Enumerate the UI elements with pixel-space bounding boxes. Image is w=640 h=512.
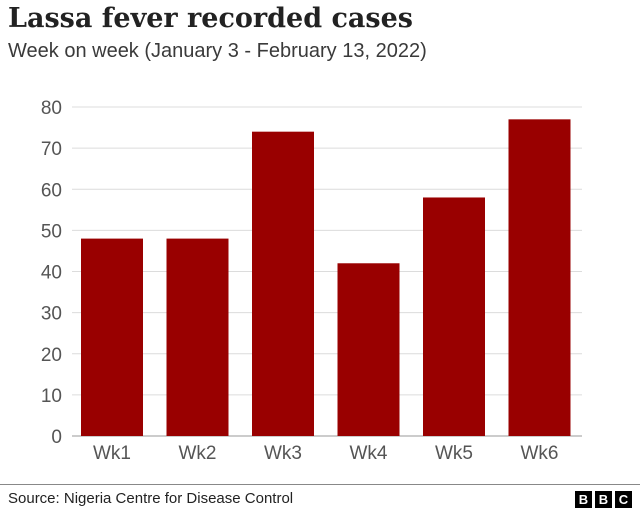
chart-subtitle: Week on week (January 3 - February 13, 2… (8, 40, 427, 62)
chart-title: Lassa fever recorded cases (8, 3, 413, 34)
bbc-logo: B B C (575, 491, 632, 508)
x-tick-label: Wk5 (435, 443, 473, 464)
x-axis-ticks: Wk1 Wk2 Wk3 Wk4 Wk5 Wk6 (93, 443, 559, 464)
x-tick-label: Wk3 (264, 443, 302, 464)
footer-divider (0, 484, 640, 485)
bars (81, 119, 571, 437)
y-tick-label: 30 (41, 304, 62, 325)
y-tick-label: 40 (41, 263, 62, 284)
y-tick-label: 50 (41, 221, 62, 242)
bar-wk4 (337, 263, 400, 436)
gridlines (72, 106, 582, 437)
y-axis-ticks: 0 10 20 30 40 50 60 70 80 (41, 98, 62, 448)
bbc-logo-letter: B (575, 491, 592, 508)
y-tick-label: 20 (41, 345, 62, 366)
y-tick-label: 0 (51, 427, 62, 448)
x-tick-label: Wk1 (93, 443, 131, 464)
bar-wk1 (81, 238, 143, 436)
bbc-logo-letter: C (615, 491, 632, 508)
x-tick-label: Wk2 (179, 443, 217, 464)
y-tick-label: 60 (41, 180, 62, 201)
y-tick-label: 80 (41, 98, 62, 119)
bar-wk2 (166, 238, 229, 436)
bar-wk6 (508, 119, 571, 437)
x-tick-label: Wk4 (350, 443, 388, 464)
bbc-logo-letter: B (595, 491, 612, 508)
x-tick-label: Wk6 (521, 443, 559, 464)
bar-wk5 (423, 197, 485, 436)
y-tick-label: 10 (41, 386, 62, 407)
bar-chart: 0 10 20 30 40 50 60 70 80 Wk1 Wk2 Wk3 Wk4 Wk5 Wk6 (41, 98, 582, 464)
source-note: Source: Nigeria Centre for Disease Contr… (8, 490, 294, 507)
y-tick-label: 70 (41, 139, 62, 160)
bar-wk3 (252, 131, 314, 437)
